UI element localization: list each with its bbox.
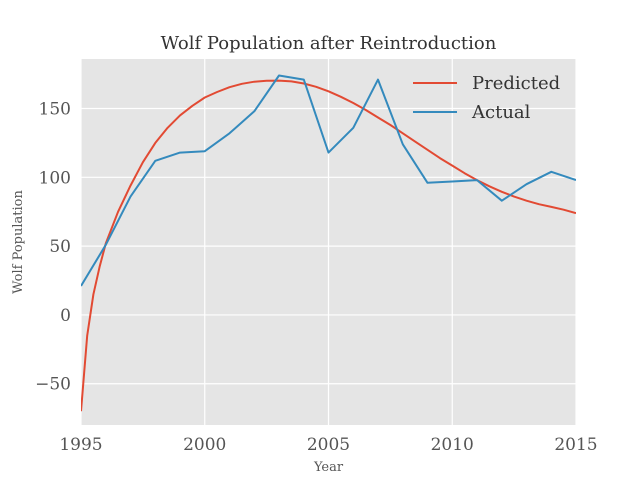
legend-label-actual: Actual [471,102,531,123]
legend: Predicted Actual [413,73,560,123]
chart-title: Wolf Population after Reintroduction [161,33,497,54]
y-tick-label: 150 [39,100,71,120]
series-layer [81,74,576,412]
y-tick-label: 0 [60,306,71,326]
y-tick-label: 100 [39,168,71,188]
y-axis-label: Wolf Population [11,190,26,294]
x-tick-label: 2010 [431,435,474,455]
series-line-predicted [81,79,576,412]
series-line-actual [81,74,576,287]
y-tick-label: −50 [35,375,71,395]
legend-label-predicted: Predicted [472,73,560,94]
tick-labels: 1995 2000 2005 2010 2015 −50 0 50 100 150 [35,100,598,455]
x-tick-label: 2000 [183,435,226,455]
x-tick-label: 2015 [554,435,597,455]
x-tick-label: 2005 [307,435,350,455]
x-axis-label: Year [313,460,344,475]
grid-lines [80,59,577,425]
x-tick-label: 1995 [59,435,102,455]
y-tick-label: 50 [49,237,71,257]
